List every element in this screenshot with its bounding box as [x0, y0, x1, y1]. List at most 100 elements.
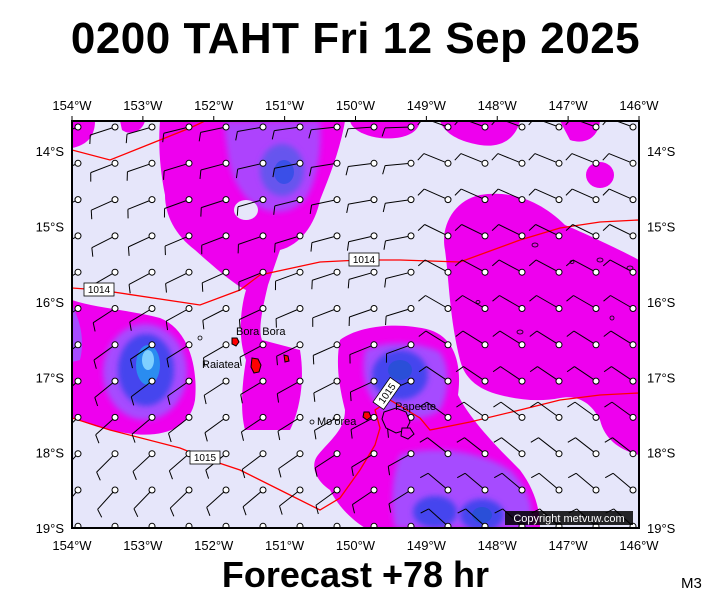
islands — [231, 337, 415, 440]
place-moorea: Mo'orea — [317, 416, 357, 428]
wind-barb — [491, 224, 526, 240]
wind-barb — [493, 437, 526, 458]
wind-barb — [201, 268, 230, 292]
lon-tick-bottom: 153°W — [123, 538, 163, 553]
wind-barb — [276, 341, 304, 366]
lon-tick-bottom: 149°W — [407, 538, 447, 553]
wind-barb — [493, 472, 526, 494]
weather-map[interactable]: 1014 1014 1015 1015 Bora Bora Raiatea Mo… — [0, 0, 711, 560]
wind-barb — [530, 472, 563, 494]
wind-barb — [455, 330, 489, 349]
wind-barb — [333, 522, 341, 528]
wind-barb — [72, 413, 82, 424]
lon-tick-bottom: 152°W — [194, 538, 234, 553]
wind-barb — [129, 341, 156, 369]
wind-barb — [72, 196, 82, 204]
wind-barb — [274, 232, 304, 253]
rain-field-tahiti — [314, 325, 540, 528]
place-papeete: Papeete — [395, 401, 436, 413]
wind-barb — [131, 413, 156, 443]
lat-tick-right: 19°S — [647, 521, 676, 536]
wind-barb — [602, 153, 637, 167]
wind-barb — [567, 401, 600, 421]
wind-barb — [95, 413, 119, 444]
wind-barb — [351, 486, 378, 514]
wind-barb — [314, 450, 341, 477]
model-code: M3 — [681, 575, 702, 592]
wind-barb — [132, 450, 156, 480]
wind-barb — [74, 522, 82, 528]
wind-barb — [308, 123, 341, 139]
wind-barb — [407, 522, 415, 528]
wind-barb — [272, 159, 304, 178]
wind-barb — [345, 159, 378, 176]
lat-tick-left: 16°S — [36, 295, 65, 310]
wind-barb — [72, 268, 82, 277]
wind-barb — [457, 508, 489, 528]
wind-barb — [236, 196, 267, 216]
island-raiatea[interactable] — [250, 357, 262, 374]
axis-ticks: 154°W 154°W 153°W 153°W 152°W 152°W 151°W 151°W… — [36, 98, 676, 553]
wind-barb — [90, 196, 119, 220]
island-bora-bora[interactable] — [231, 337, 240, 347]
wind-barb — [346, 232, 378, 251]
lon-tick-top: 149°W — [407, 98, 447, 113]
wind-barb — [111, 522, 119, 528]
wind-barb — [492, 295, 526, 312]
wind-barb — [491, 259, 526, 276]
forecast-label: Forecast +78 hr — [221, 554, 490, 595]
lat-tick-left: 18°S — [36, 446, 65, 461]
wind-barb — [274, 268, 304, 291]
wind-barb — [454, 153, 489, 167]
wind-barb — [417, 153, 452, 167]
wind-barb — [384, 268, 415, 288]
island-huahine[interactable] — [283, 354, 290, 363]
wind-barb — [454, 224, 489, 240]
wind-barb — [94, 377, 119, 407]
wind-barb — [528, 188, 563, 204]
wind-barb — [456, 401, 489, 421]
wind-barb — [125, 123, 156, 144]
lon-tick-bottom: 154°W — [52, 538, 92, 553]
wind-barb — [567, 437, 600, 458]
wind-barb — [204, 413, 230, 442]
wind-barb — [312, 341, 341, 365]
wind-barb — [148, 522, 156, 528]
lat-tick-right: 16°S — [647, 295, 676, 310]
lon-tick-bottom: 146°W — [619, 538, 659, 553]
wind-barb — [565, 153, 600, 167]
wind-barb — [72, 450, 82, 461]
wind-barb — [565, 188, 600, 204]
wind-barb — [309, 196, 341, 214]
wind-barb — [127, 196, 156, 219]
wind-barb — [529, 295, 563, 312]
lon-tick-top: 146°W — [619, 98, 659, 113]
wind-barb — [382, 159, 415, 175]
wind-barb — [277, 413, 304, 441]
isobar-labels: 1014 1014 1015 1015 — [83, 252, 402, 465]
wind-barb — [165, 305, 193, 331]
wind-barb — [602, 121, 637, 131]
isobar-label-2: 1014 — [88, 285, 111, 296]
wind-barb — [128, 268, 156, 294]
wind-barb — [417, 224, 452, 240]
island-moorea[interactable] — [362, 411, 372, 421]
wind-barb — [492, 330, 526, 349]
wind-barb — [567, 472, 600, 494]
wind-barb — [346, 196, 378, 214]
wind-barb — [202, 305, 230, 330]
wind-barb — [205, 450, 230, 479]
chart-title: 0200 TAHT Fri 12 Sep 2025 — [70, 14, 641, 63]
wind-barb — [604, 437, 637, 458]
wind-barb — [276, 377, 304, 403]
lon-tick-bottom: 151°W — [265, 538, 305, 553]
place-raiatea: Raiatea — [202, 359, 241, 371]
wind-barb — [198, 123, 230, 142]
wind-barb — [162, 123, 193, 143]
wind-barb — [349, 377, 378, 402]
wind-barb — [417, 259, 452, 276]
wind-barb — [530, 401, 563, 421]
wind-barb — [528, 259, 563, 276]
wind-barb — [347, 268, 378, 289]
wind-barb — [72, 305, 82, 314]
